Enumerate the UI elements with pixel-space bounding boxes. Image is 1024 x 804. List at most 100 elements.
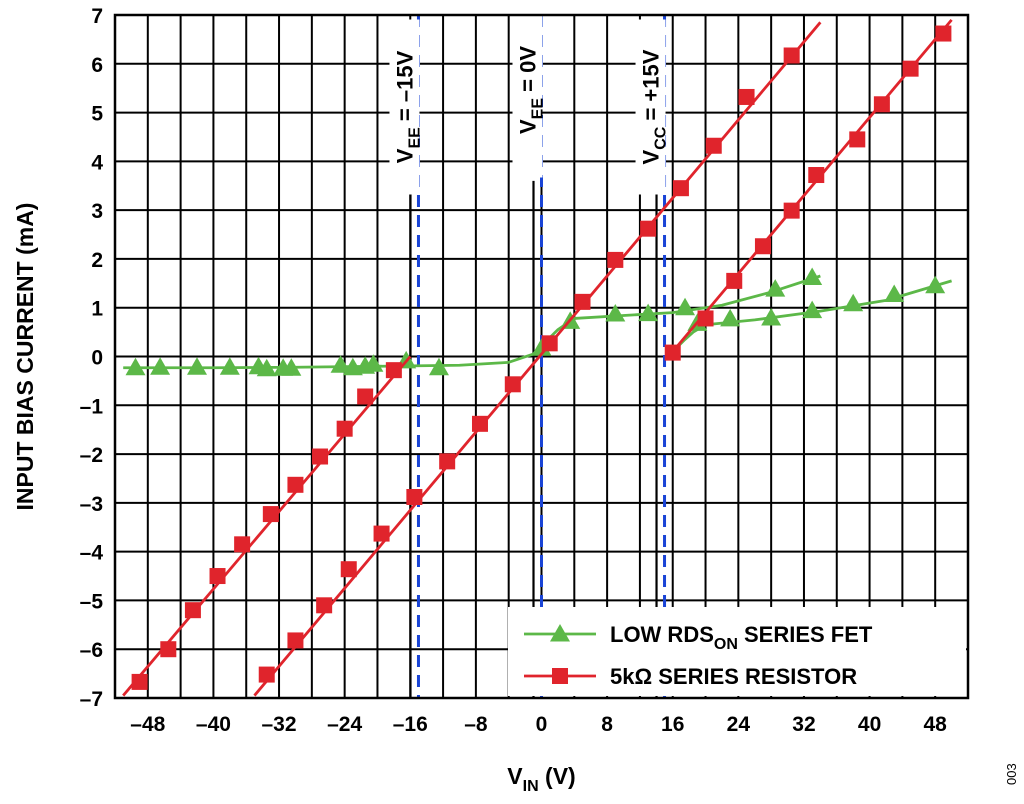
reference-line-label: VEE = 0V	[512, 2, 547, 178]
y-tick-label: 7	[91, 5, 103, 28]
legend-label-main: LOW RDS	[610, 622, 714, 647]
data-point-square	[902, 60, 919, 77]
data-point-square	[316, 597, 333, 614]
ref-label-main: V	[392, 148, 417, 163]
x-axis-label-unit: (V)	[539, 763, 576, 789]
ref-label-rest: = –15V	[392, 50, 417, 127]
data-point-triangle	[761, 307, 782, 326]
reference-line-label-background	[512, 2, 543, 178]
series-line	[253, 21, 822, 697]
data-point-square	[160, 641, 177, 658]
data-point-square	[471, 415, 488, 432]
data-point-square	[697, 310, 714, 327]
data-point-triangle	[843, 293, 864, 312]
x-axis-label: VIN (V)	[507, 763, 575, 795]
data-point-triangle	[638, 303, 659, 322]
y-tick-label: –2	[80, 444, 103, 467]
data-point-square	[258, 666, 275, 683]
data-point-square	[873, 96, 890, 113]
y-tick-label: 3	[91, 200, 103, 223]
figure-id: 003	[1004, 763, 1019, 785]
y-tick-label: 5	[91, 103, 103, 126]
data-point-triangle	[219, 357, 240, 375]
plot-frame	[113, 13, 970, 700]
data-point-triangle	[802, 300, 823, 319]
x-tick-label: 24	[727, 713, 751, 736]
data-point-triangle	[720, 308, 741, 327]
y-axis-label: INPUT BIAS CURRENT (mA)	[12, 203, 38, 511]
ref-label-main: V	[516, 119, 541, 134]
x-tick-label: 32	[792, 713, 815, 736]
y-tick-labels: –7 –6 –5 –4 –3 –2 –1 0 1 2 3 4 5 6 7	[80, 5, 104, 711]
x-tick-label: –40	[196, 713, 231, 736]
data-point-square	[287, 632, 304, 649]
x-tick-label: –16	[393, 713, 428, 736]
data-point-square	[541, 335, 558, 352]
x-axis-label-sub: IN	[523, 778, 539, 795]
data-point-triangle	[605, 304, 626, 322]
y-tick-label: –6	[80, 639, 103, 662]
x-tick-label: –32	[262, 713, 297, 736]
x-tick-label: 8	[601, 713, 613, 736]
data-point-square	[726, 272, 743, 289]
ref-label-rest: = +15V	[639, 49, 664, 126]
y-tick-label: –3	[80, 493, 103, 516]
ref-label-sub: CC	[653, 126, 670, 150]
data-point-triangle	[765, 279, 786, 297]
data-point-triangle	[802, 267, 823, 285]
legend-background	[508, 607, 966, 696]
data-point-square	[234, 536, 251, 553]
data-point-square	[738, 88, 755, 105]
y-tick-label: 0	[91, 347, 103, 370]
data-point-square	[131, 673, 148, 690]
reference-line-label-background	[389, 19, 420, 195]
data-point-square	[849, 131, 866, 148]
reference-line-label-text: VEE = 0V	[516, 46, 547, 134]
legend: LOW RDSON SERIES FET 5kΩ SERIES RESISTOR	[508, 607, 966, 696]
data-point-triangle	[675, 297, 696, 316]
series-line	[123, 274, 821, 370]
series-layer	[122, 18, 953, 697]
data-point-triangle	[281, 358, 302, 376]
data-point-square	[406, 489, 423, 506]
data-point-triangle	[187, 357, 208, 375]
y-tick-label: 2	[91, 249, 103, 272]
data-point-square	[373, 525, 390, 542]
data-point-square	[574, 293, 591, 310]
x-tick-label: 48	[924, 713, 948, 736]
data-point-square	[672, 180, 689, 197]
data-point-square	[808, 167, 825, 184]
legend-label-rest: SERIES FET	[738, 622, 873, 647]
x-tick-label: 40	[858, 713, 881, 736]
legend-label: LOW RDSON SERIES FET	[610, 622, 873, 653]
data-point-square	[783, 47, 800, 64]
data-point-square	[754, 238, 771, 255]
x-tick-label: –8	[464, 713, 488, 736]
reference-line-label: VEE = –15V	[389, 19, 423, 195]
y-tick-label: 4	[91, 151, 103, 174]
data-point-triangle	[531, 338, 552, 356]
data-point-triangle	[884, 284, 905, 303]
y-tick-label: 1	[91, 298, 103, 321]
series-resistor	[122, 18, 953, 697]
legend-label: 5kΩ SERIES RESISTOR	[610, 664, 857, 689]
series-line	[122, 355, 412, 697]
data-point-square	[705, 137, 722, 154]
data-point-square	[312, 448, 329, 465]
ref-label-main: V	[639, 149, 664, 164]
y-tick-label: 6	[91, 54, 103, 77]
data-point-square	[664, 344, 681, 361]
data-point-square	[783, 202, 800, 219]
x-tick-label: –24	[327, 713, 362, 736]
data-point-square	[262, 506, 279, 523]
data-point-square	[935, 25, 952, 42]
y-tick-label: –5	[80, 590, 104, 613]
x-tick-label: 16	[661, 713, 684, 736]
data-point-square	[385, 362, 402, 379]
data-point-square	[184, 602, 201, 619]
data-point-triangle	[150, 357, 171, 375]
data-point-square	[357, 388, 374, 405]
data-point-triangle	[125, 357, 146, 376]
ref-label-sub: EE	[406, 127, 423, 149]
